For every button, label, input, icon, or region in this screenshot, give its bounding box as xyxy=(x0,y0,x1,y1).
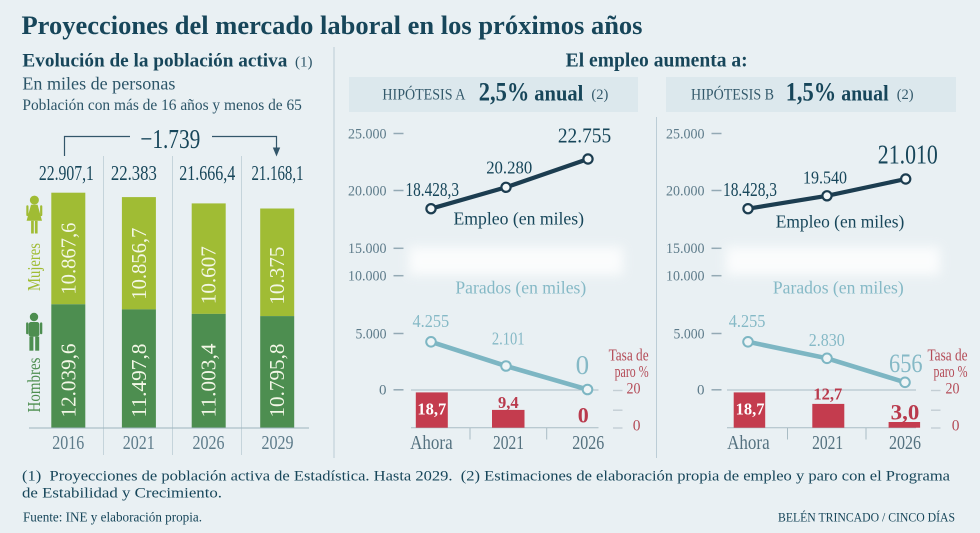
svg-text:18.428,3: 18.428,3 xyxy=(406,179,460,201)
svg-text:2,5%: 2,5% xyxy=(479,77,530,107)
svg-text:paro %: paro % xyxy=(934,362,968,381)
svg-text:Mujeres: Mujeres xyxy=(24,243,44,291)
svg-text:2021: 2021 xyxy=(493,432,524,454)
svg-text:−1.739: −1.739 xyxy=(140,123,200,154)
svg-text:1,5%: 1,5% xyxy=(786,77,837,107)
svg-text:2.101: 2.101 xyxy=(492,329,525,349)
svg-text:10.795,8: 10.795,8 xyxy=(265,344,289,418)
svg-text:En miles de personas: En miles de personas xyxy=(22,74,175,94)
svg-text:(2): (2) xyxy=(591,87,608,103)
svg-text:12,7: 12,7 xyxy=(813,385,842,404)
svg-text:Ahora: Ahora xyxy=(727,432,770,454)
svg-text:Evolución de la población acti: Evolución de la población activa xyxy=(22,51,288,72)
svg-text:10.867,6: 10.867,6 xyxy=(56,222,80,294)
svg-text:10.607: 10.607 xyxy=(197,246,221,304)
svg-text:18.428,3: 18.428,3 xyxy=(723,179,777,201)
svg-text:15.000: 15.000 xyxy=(348,241,387,257)
svg-text:2026: 2026 xyxy=(572,432,604,454)
svg-text:paro %: paro % xyxy=(615,362,649,381)
svg-text:anual: anual xyxy=(534,81,583,106)
svg-text:4.255: 4.255 xyxy=(729,311,766,331)
svg-text:3,0: 3,0 xyxy=(891,400,920,425)
svg-text:2026: 2026 xyxy=(889,432,921,454)
svg-text:2021: 2021 xyxy=(123,432,155,454)
svg-text:10.375: 10.375 xyxy=(265,247,289,305)
svg-text:anual: anual xyxy=(841,81,888,106)
svg-text:21.010: 21.010 xyxy=(878,140,938,170)
svg-text:5.000: 5.000 xyxy=(674,326,705,342)
svg-text:10.000: 10.000 xyxy=(666,268,705,284)
svg-text:Tasa de: Tasa de xyxy=(609,346,649,365)
svg-text:0: 0 xyxy=(576,350,590,380)
svg-text:de Estabilidad y Crecimiento.: de Estabilidad y Crecimiento. xyxy=(22,485,222,501)
svg-text:BELÉN TRINCADO / CINCO DÍAS: BELÉN TRINCADO / CINCO DÍAS xyxy=(778,510,955,525)
svg-text:HIPÓTESIS B: HIPÓTESIS B xyxy=(691,86,774,103)
svg-text:Hombres: Hombres xyxy=(24,357,44,412)
svg-text:Proyecciones del mercado labor: Proyecciones del mercado laboral en los … xyxy=(22,11,643,40)
svg-text:Tasa de: Tasa de xyxy=(928,346,968,365)
svg-text:2029: 2029 xyxy=(262,432,294,454)
svg-text:0: 0 xyxy=(379,382,387,398)
svg-text:0: 0 xyxy=(952,418,960,435)
svg-text:19.540: 19.540 xyxy=(803,168,847,188)
svg-text:Empleo (en miles): Empleo (en miles) xyxy=(454,209,585,230)
svg-text:2016: 2016 xyxy=(52,432,84,454)
svg-text:0: 0 xyxy=(633,418,641,435)
svg-text:(1) Proyecciones de población: (1) Proyecciones de población activa de … xyxy=(22,468,950,484)
svg-text:Parados (en miles): Parados (en miles) xyxy=(455,278,586,299)
svg-text:Población con más de 16 años y: Población con más de 16 años y menos de … xyxy=(22,97,302,114)
svg-text:0: 0 xyxy=(578,403,589,428)
svg-text:656: 656 xyxy=(889,349,923,378)
svg-text:0: 0 xyxy=(697,382,705,398)
svg-text:10.856,7: 10.856,7 xyxy=(127,227,151,299)
svg-text:(2): (2) xyxy=(897,87,914,103)
svg-text:2.830: 2.830 xyxy=(809,330,845,350)
svg-text:HIPÓTESIS A: HIPÓTESIS A xyxy=(382,86,466,103)
svg-text:11.497,8: 11.497,8 xyxy=(127,344,151,418)
svg-text:2021: 2021 xyxy=(812,432,843,454)
svg-text:El empleo aumenta a:: El empleo aumenta a: xyxy=(566,51,748,72)
svg-text:5.000: 5.000 xyxy=(356,326,387,342)
svg-text:21.168,1: 21.168,1 xyxy=(252,161,304,185)
svg-text:22.383: 22.383 xyxy=(111,161,157,185)
svg-text:22.755: 22.755 xyxy=(558,123,611,147)
svg-text:18,7: 18,7 xyxy=(417,399,446,418)
svg-text:Empleo (en miles): Empleo (en miles) xyxy=(776,212,905,233)
svg-text:22.907,1: 22.907,1 xyxy=(39,161,94,185)
svg-text:12.039,6: 12.039,6 xyxy=(56,343,80,417)
svg-text:Fuente: INE y elaboración prop: Fuente: INE y elaboración propia. xyxy=(23,510,202,525)
svg-text:18,7: 18,7 xyxy=(736,400,765,419)
svg-text:15.000: 15.000 xyxy=(666,241,705,257)
svg-text:20.000: 20.000 xyxy=(348,183,387,199)
svg-text:10.000: 10.000 xyxy=(348,268,387,284)
svg-text:Parados (en miles): Parados (en miles) xyxy=(773,278,904,299)
svg-text:25.000: 25.000 xyxy=(348,126,387,142)
svg-text:20: 20 xyxy=(627,381,641,398)
svg-text:25.000: 25.000 xyxy=(666,126,705,142)
svg-text:4.255: 4.255 xyxy=(413,311,450,331)
svg-text:11.003,4: 11.003,4 xyxy=(197,343,221,417)
svg-text:20: 20 xyxy=(946,381,960,398)
svg-text:20.280: 20.280 xyxy=(486,158,532,178)
svg-text:20.000: 20.000 xyxy=(666,183,705,199)
svg-text:2026: 2026 xyxy=(193,432,225,454)
svg-text:(1): (1) xyxy=(295,55,313,71)
svg-text:21.666,4: 21.666,4 xyxy=(179,161,235,185)
svg-text:Ahora: Ahora xyxy=(410,432,453,454)
svg-text:9,4: 9,4 xyxy=(498,393,519,412)
